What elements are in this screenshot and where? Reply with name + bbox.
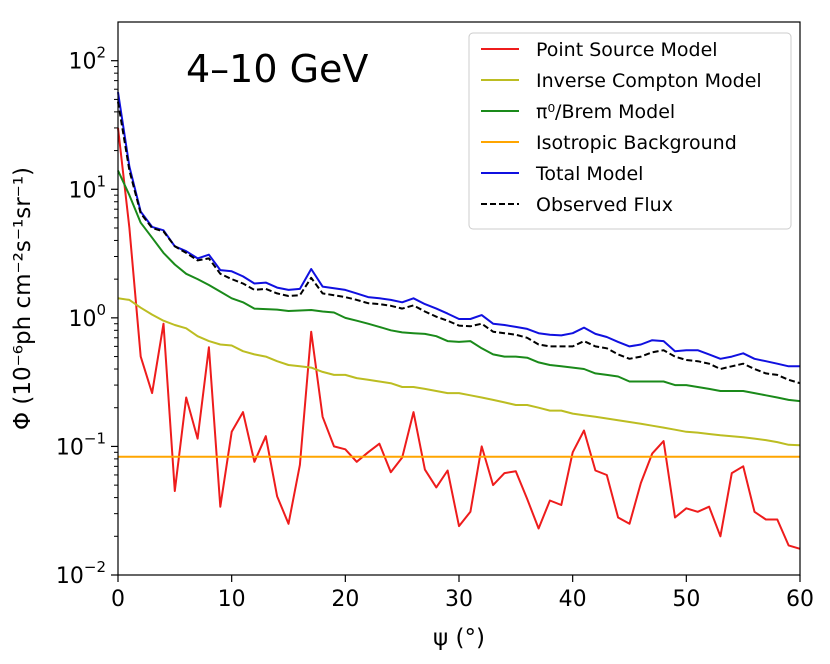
- y-tick-label: 101: [68, 172, 106, 203]
- y-axis-label: Φ (10⁻⁶ph cm⁻²s⁻¹sr⁻¹): [10, 167, 36, 430]
- legend-label: Point Source Model: [536, 39, 718, 61]
- series-line-5: [117, 101, 801, 385]
- x-tick-label: 50: [672, 587, 700, 612]
- series-line-2: [117, 170, 801, 403]
- series-line-4: [117, 91, 800, 368]
- y-tick-label: 10−2: [56, 558, 106, 589]
- legend: Point Source Model Inverse Compton Model π…: [468, 32, 792, 230]
- legend-label: Inverse Compton Model: [536, 70, 762, 92]
- legend-label: Observed Flux: [536, 194, 673, 216]
- legend-label: Total Model: [535, 163, 643, 185]
- series-line-0: [117, 127, 801, 550]
- x-tick-label: 40: [559, 587, 587, 612]
- legend-label: π⁰/Brem Model: [536, 101, 675, 123]
- x-tick-label: 60: [786, 587, 814, 612]
- x-tick-label: 0: [111, 587, 125, 612]
- plot-frame: [117, 21, 801, 576]
- x-tick-label: 20: [331, 587, 359, 612]
- y-tick-label: 102: [68, 44, 106, 75]
- x-tick-label: 10: [218, 587, 246, 612]
- y-tick-label: 100: [68, 301, 106, 332]
- x-axis-label: ψ (°): [433, 625, 485, 651]
- y-tick-label: 10−1: [56, 429, 106, 460]
- energy-range-annotation: 4–10 GeV: [186, 47, 368, 91]
- series-line-1: [117, 297, 801, 447]
- axis-ticks: 0 10 20 30 40 50 60 10−2 10−1 100 101 102: [56, 44, 814, 612]
- series-group: [117, 91, 801, 550]
- legend-label: Isotropic Background: [536, 132, 737, 154]
- x-tick-label: 30: [445, 587, 473, 612]
- legend-box: [468, 32, 792, 230]
